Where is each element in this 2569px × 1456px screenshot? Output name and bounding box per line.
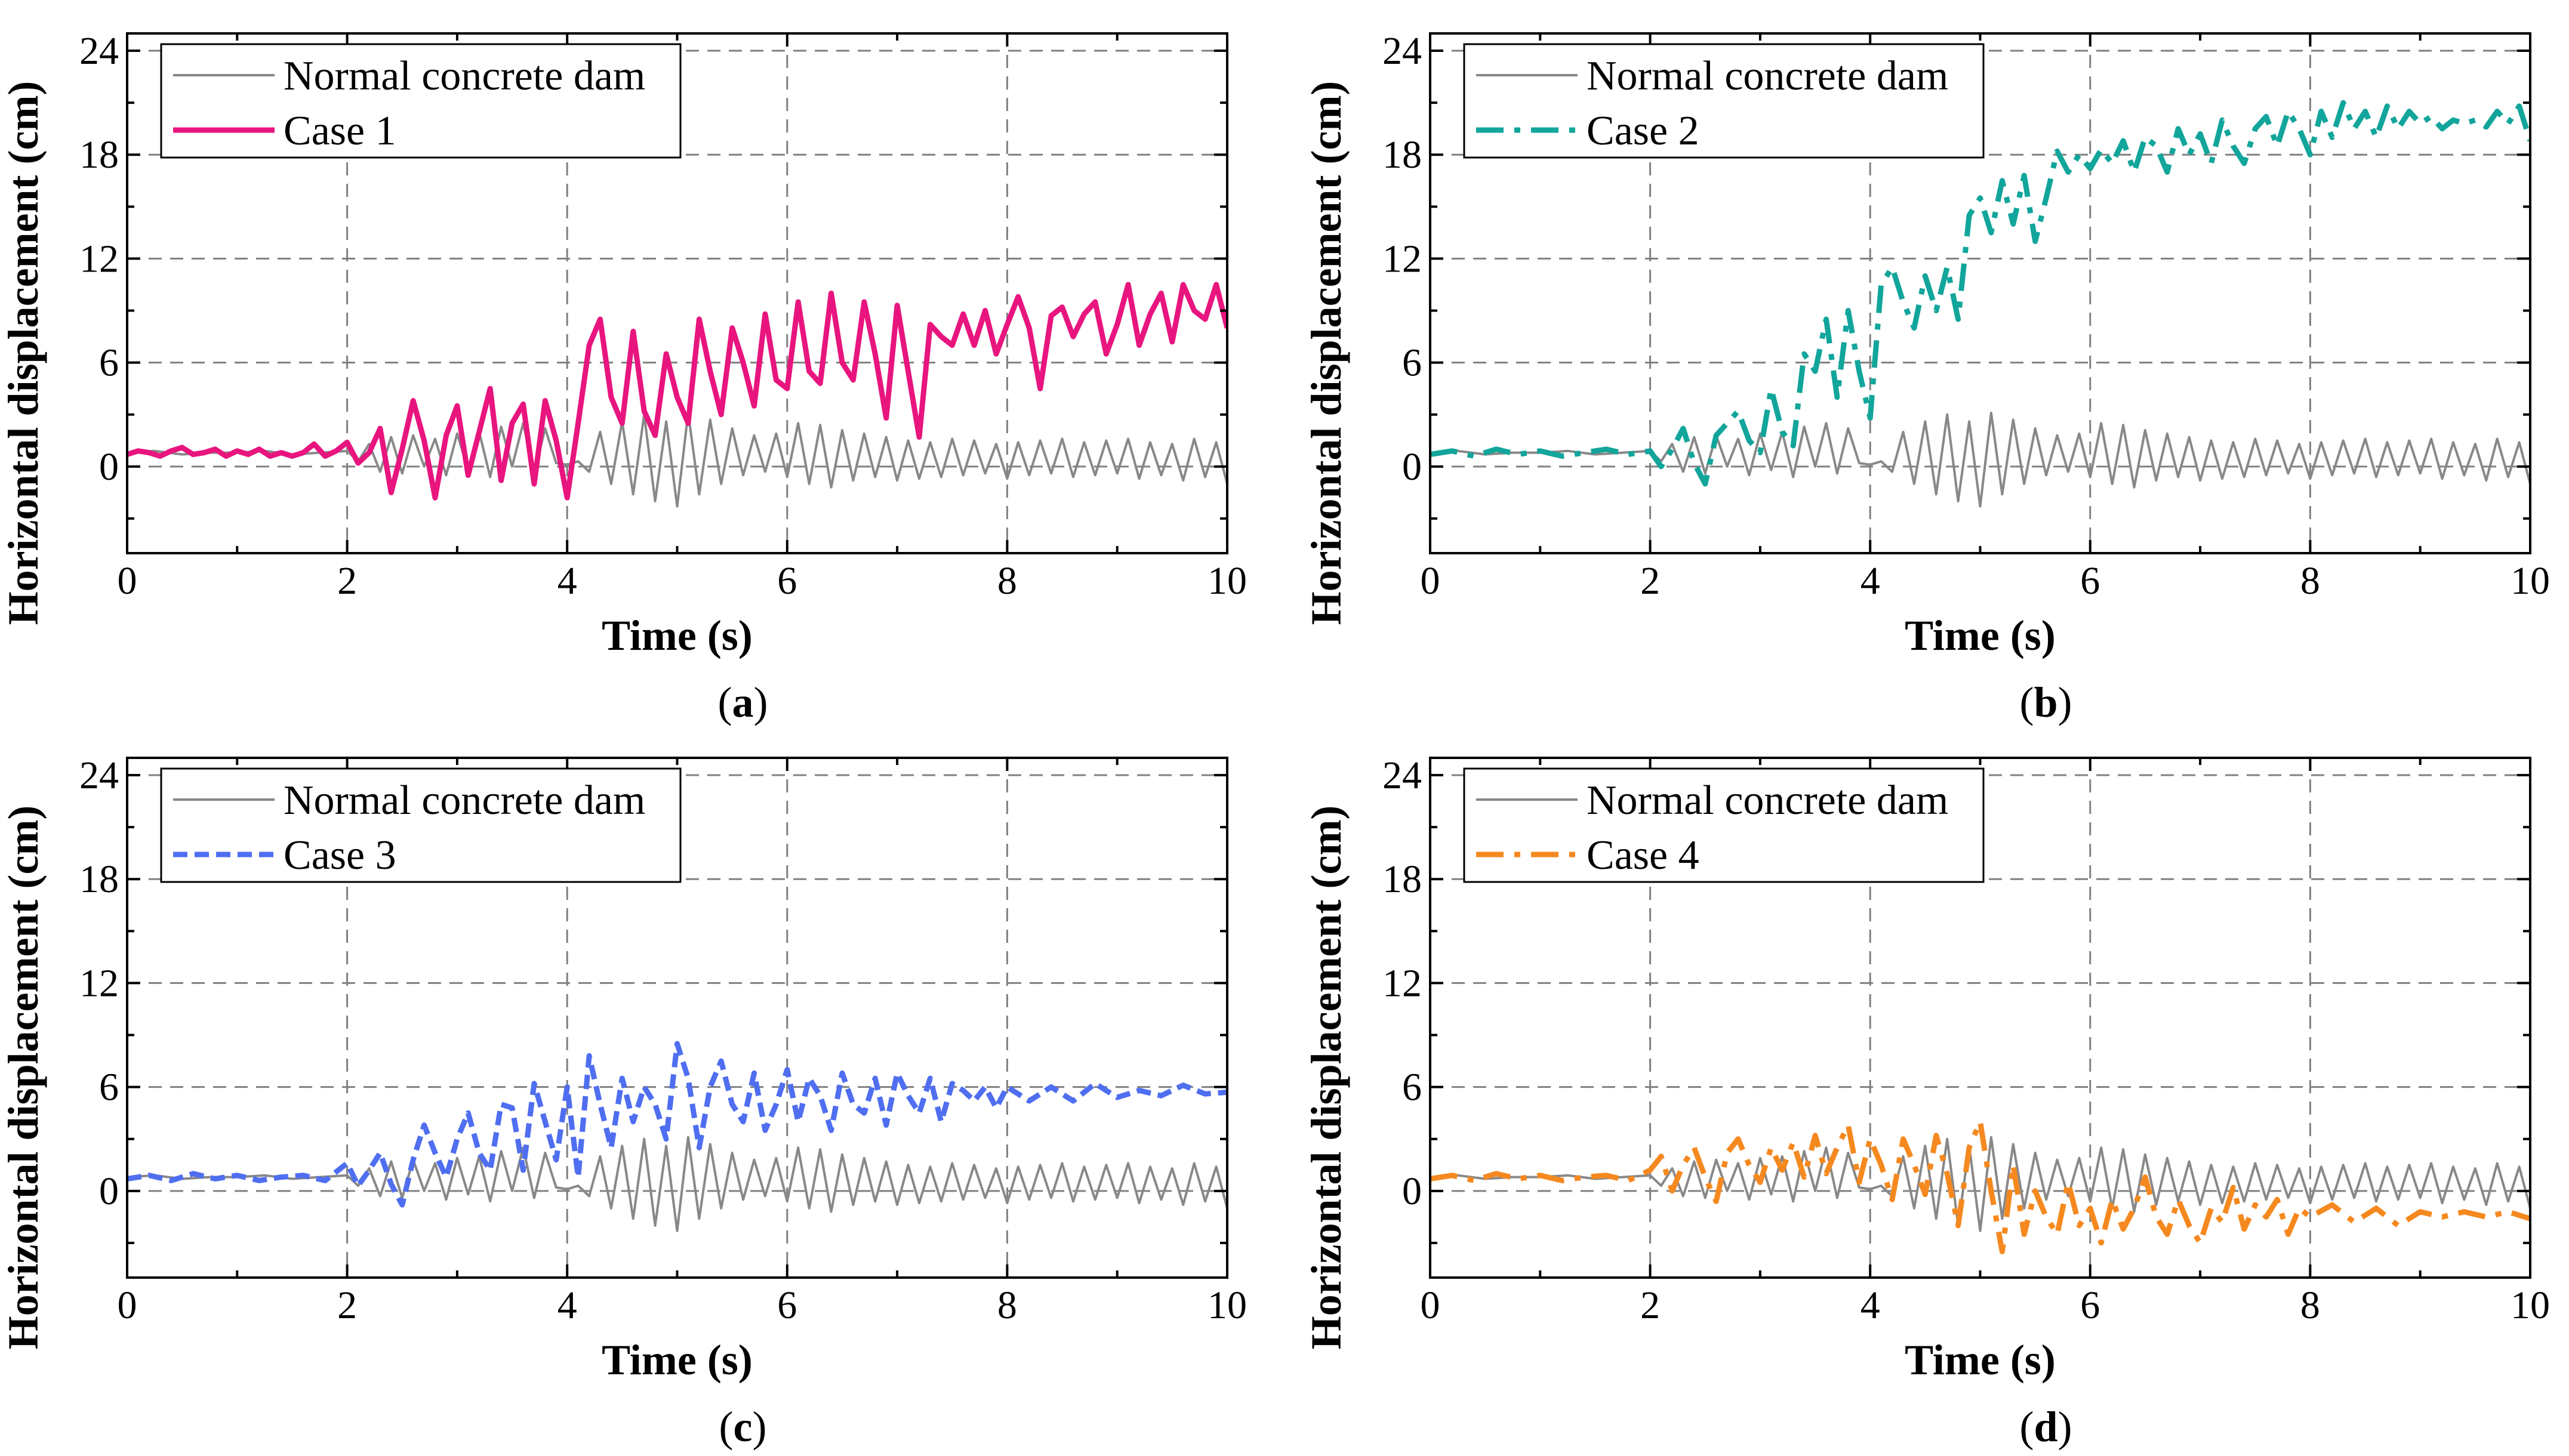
x-tick-label: 0 [1421, 1284, 1440, 1327]
y-tick-label: 6 [99, 1066, 119, 1109]
x-tick-label: 10 [1208, 559, 1247, 603]
x-tick-label: 2 [337, 1284, 357, 1327]
series-line-case-2 [1430, 100, 2530, 487]
panel-caption: (b) [2019, 678, 2072, 726]
y-tick-label: 24 [1382, 754, 1422, 797]
legend: Normal concrete dam Case 3 [160, 767, 682, 883]
legend-label: Case 2 [1587, 108, 1699, 154]
legend-label: Normal concrete dam [284, 53, 645, 99]
legend-label: Normal concrete dam [1587, 53, 1948, 99]
legend-box [160, 767, 682, 883]
x-tick-label: 4 [1860, 559, 1880, 603]
x-tick-label: 6 [2080, 1284, 2100, 1327]
x-axis-title: Time (s) [1905, 1336, 2056, 1384]
x-tick-label: 0 [1421, 559, 1440, 603]
x-axis-title: Time (s) [602, 1336, 753, 1384]
x-axis-title: Time (s) [602, 612, 753, 659]
panel-caption: (d) [2019, 1403, 2072, 1451]
y-tick-label: 18 [79, 857, 119, 901]
x-tick-label: 8 [2300, 1284, 2320, 1327]
y-tick-label: 0 [1402, 1170, 1422, 1213]
y-tick-label: 18 [1382, 857, 1422, 901]
series-line-case-4 [1430, 1119, 2530, 1254]
x-tick-label: 0 [118, 559, 137, 603]
legend-label: Case 4 [1587, 832, 1699, 878]
legend: Normal concrete dam Case 2 [1463, 43, 1985, 159]
panel-caption: (a) [718, 678, 768, 726]
legend-label: Case 1 [284, 108, 396, 154]
y-tick-label: 12 [79, 961, 119, 1005]
x-tick-label: 10 [2511, 1284, 2550, 1327]
y-axis-title: Horizontal displacement (cm) [0, 806, 47, 1350]
x-tick-label: 0 [118, 1284, 137, 1327]
y-tick-label: 0 [99, 445, 119, 489]
y-axis-title: Horizontal displacement (cm) [0, 81, 47, 625]
x-tick-label: 6 [777, 1284, 797, 1327]
x-tick-label: 8 [997, 1284, 1017, 1327]
legend-box [1463, 767, 1985, 883]
x-tick-label: 8 [997, 559, 1017, 603]
x-tick-label: 8 [2300, 559, 2320, 603]
y-tick-label: 24 [79, 29, 119, 73]
y-tick-label: 24 [79, 754, 119, 797]
series-line-normal-concrete-dam [127, 1136, 1227, 1232]
x-tick-label: 4 [1860, 1284, 1880, 1327]
series-line-case-3 [127, 1041, 1227, 1208]
y-tick-label: 0 [99, 1170, 119, 1213]
x-tick-label: 10 [1208, 1284, 1247, 1327]
x-tick-label: 6 [777, 559, 797, 603]
y-tick-label: 12 [1382, 961, 1422, 1005]
x-axis-title: Time (s) [1905, 612, 2056, 659]
y-tick-label: 12 [79, 237, 119, 280]
x-tick-label: 2 [337, 559, 357, 603]
y-tick-label: 6 [1402, 1066, 1422, 1109]
x-tick-label: 4 [557, 559, 577, 603]
x-tick-label: 10 [2511, 559, 2550, 603]
x-tick-label: 6 [2080, 559, 2100, 603]
y-tick-label: 12 [1382, 237, 1422, 280]
legend-box [1463, 43, 1985, 159]
y-axis-title: Horizontal displacement (cm) [1302, 81, 1350, 625]
series-line-case-1 [127, 282, 1227, 501]
y-tick-label: 0 [1402, 445, 1422, 489]
legend-box [160, 43, 682, 159]
legend-label: Normal concrete dam [1587, 778, 1948, 823]
legend-label: Case 3 [284, 832, 396, 878]
series-line-normal-concrete-dam [127, 411, 1227, 508]
panel-caption: (c) [719, 1403, 767, 1451]
x-tick-label: 2 [1640, 1284, 1660, 1327]
x-tick-label: 4 [557, 1284, 577, 1327]
legend-label: Normal concrete dam [284, 778, 645, 823]
legend: Normal concrete dam Case 1 [160, 43, 682, 159]
y-axis-title: Horizontal displacement (cm) [1302, 806, 1350, 1350]
series-line-normal-concrete-dam [1430, 411, 2530, 508]
y-tick-label: 6 [1402, 341, 1422, 385]
x-tick-label: 2 [1640, 559, 1660, 603]
y-tick-label: 18 [1382, 133, 1422, 177]
y-tick-label: 24 [1382, 29, 1422, 73]
legend: Normal concrete dam Case 4 [1463, 767, 1985, 883]
y-tick-label: 18 [79, 133, 119, 177]
y-tick-label: 6 [99, 341, 119, 385]
